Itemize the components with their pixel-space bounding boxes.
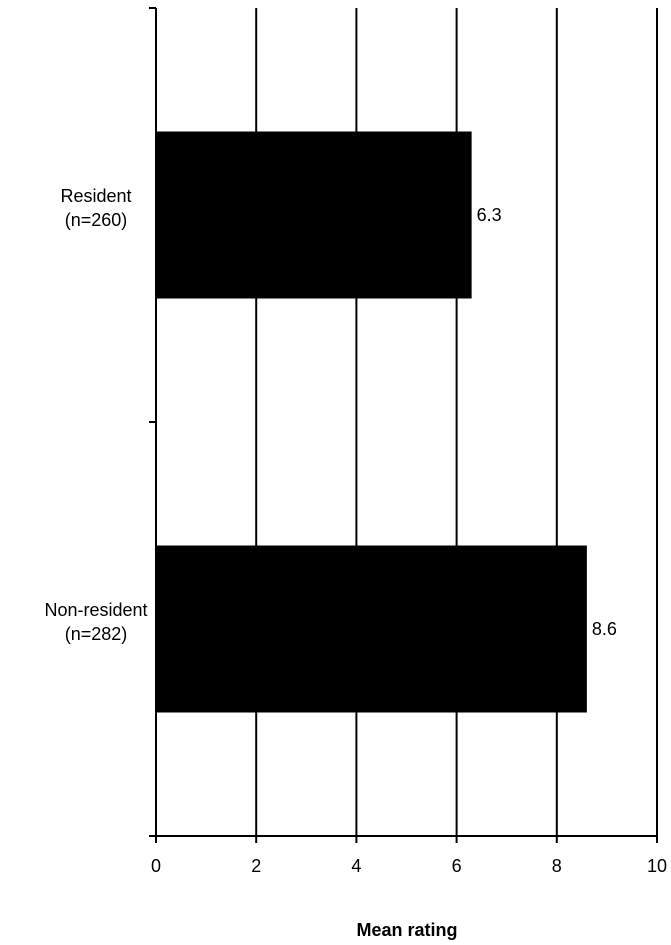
bars <box>156 131 587 713</box>
x-tick-label-0: 0 <box>151 856 161 876</box>
labels: 6.3 Resident (n=260) 8.6 Non-resident (n=282)… <box>44 186 667 876</box>
bar-0 <box>156 131 472 299</box>
category-label-1: Non-resident (n=282) <box>44 600 147 644</box>
x-tick-label-6: 6 <box>452 856 462 876</box>
category-label-0: Resident (n=260) <box>60 186 131 230</box>
x-axis-title: Mean rating <box>356 920 457 940</box>
x-tick-label-10: 10 <box>647 856 667 876</box>
x-tick-label-2: 2 <box>251 856 261 876</box>
axes <box>149 7 658 843</box>
x-tick-label-4: 4 <box>351 856 361 876</box>
x-tick-label-8: 8 <box>552 856 562 876</box>
bar-1 <box>156 545 587 713</box>
data-label-1: 8.6 <box>592 619 617 639</box>
data-label-0: 6.3 <box>477 205 502 225</box>
